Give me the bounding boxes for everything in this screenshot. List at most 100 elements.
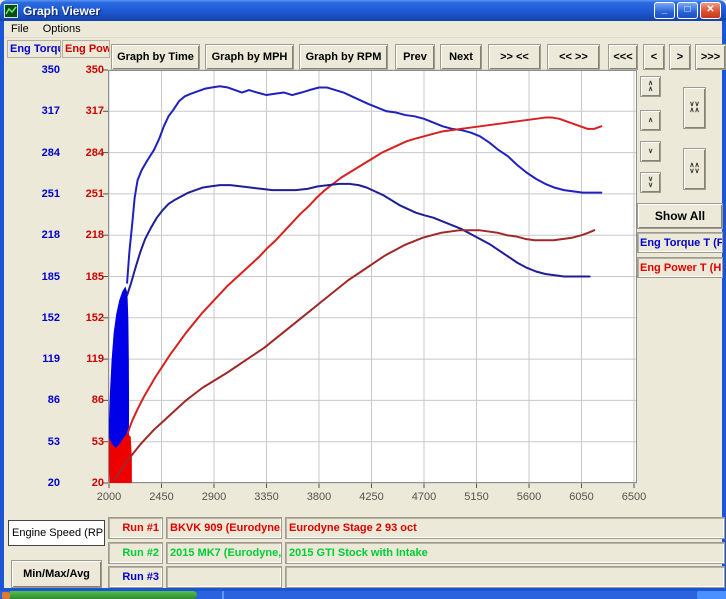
y-tick-torque: 86 bbox=[47, 394, 60, 407]
btn-button[interactable]: < bbox=[643, 44, 665, 70]
y-tick-power: 86 bbox=[91, 394, 104, 407]
chevron-icon: ∧∧ bbox=[689, 107, 700, 114]
legend-power: Eng Power T (HP) bbox=[637, 257, 723, 278]
x-tick: 6050 bbox=[569, 491, 594, 503]
taskbar-orange-fragment bbox=[2, 592, 10, 599]
y-tick-power: 350 bbox=[85, 64, 104, 76]
y-tick-torque: 53 bbox=[47, 435, 60, 448]
y-tick-power: 185 bbox=[85, 270, 104, 283]
x-axis-source-field[interactable]: Engine Speed (RPI bbox=[8, 520, 105, 546]
graph-by-mph-button[interactable]: Graph by MPH bbox=[205, 44, 294, 70]
chevron-icon: ∨ bbox=[647, 181, 654, 189]
y-tick-torque: 218 bbox=[41, 229, 60, 242]
launch-noise-power bbox=[109, 432, 132, 483]
x-tick: 5150 bbox=[464, 491, 489, 503]
curve-run-1-eng-power-hp bbox=[126, 116, 603, 434]
y-tick-torque: 317 bbox=[41, 105, 60, 118]
y-tick-power: 317 bbox=[85, 105, 104, 118]
taskbar-right-fragment bbox=[697, 591, 726, 599]
menu-options[interactable]: Options bbox=[42, 23, 81, 35]
y-tick-power: 53 bbox=[91, 435, 104, 448]
scroll-down-fast-button[interactable]: ∨ ∨ bbox=[640, 172, 661, 193]
y-tick-torque: 185 bbox=[41, 270, 60, 283]
menu-file[interactable]: File bbox=[11, 23, 29, 35]
y-tick-torque: 152 bbox=[41, 311, 60, 324]
launch-noise-torque bbox=[109, 286, 130, 467]
scroll-down-button[interactable]: ∨ bbox=[640, 141, 661, 162]
y-tick-power: 284 bbox=[85, 146, 104, 159]
btn-button[interactable]: >> << bbox=[488, 44, 541, 70]
scroll-up-button[interactable]: ∧ bbox=[640, 110, 661, 131]
taskbar-separator bbox=[222, 591, 224, 599]
curve-run-2-eng-torque-ft-lb bbox=[126, 182, 591, 297]
title-bar[interactable]: Graph Viewer _ □ ✕ bbox=[0, 0, 726, 21]
run-label-1: Run #1 bbox=[108, 517, 163, 539]
prev-button[interactable]: Prev bbox=[395, 44, 435, 70]
maximize-button[interactable]: □ bbox=[677, 2, 698, 19]
taskbar[interactable] bbox=[0, 591, 726, 599]
y-tick-power: 152 bbox=[85, 311, 104, 324]
x-tick: 6500 bbox=[621, 491, 647, 503]
y-tick-torque: 284 bbox=[41, 146, 60, 159]
run-description-2[interactable]: 2015 GTI Stock with Intake bbox=[285, 542, 725, 564]
x-tick: 4250 bbox=[359, 491, 384, 503]
y-tick-power: 119 bbox=[86, 353, 104, 366]
btn-button[interactable]: << >> bbox=[547, 44, 600, 70]
y-tick-power: 20 bbox=[91, 477, 104, 489]
btn-button[interactable]: > bbox=[669, 44, 691, 70]
x-tick: 4700 bbox=[411, 491, 437, 503]
plot-border bbox=[108, 70, 637, 483]
x-tick: 3800 bbox=[306, 491, 332, 503]
close-button[interactable]: ✕ bbox=[700, 2, 721, 19]
chevron-icon: ∧ bbox=[647, 85, 654, 93]
run-name-2[interactable]: 2015 MK7 (Eurodyne, E bbox=[166, 542, 282, 564]
window-title: Graph Viewer bbox=[23, 3, 101, 18]
x-tick: 2450 bbox=[149, 491, 174, 503]
btn-button[interactable]: >>> bbox=[695, 44, 726, 70]
chevron-icon: ∨ bbox=[647, 175, 654, 183]
axis-tab-eng-torqu[interactable]: Eng Torqu bbox=[7, 40, 61, 58]
y-tick-power: 218 bbox=[85, 229, 104, 242]
legend-torque: Eng Torque T (Ft-l bbox=[637, 232, 723, 253]
y-tick-power: 251 bbox=[85, 187, 104, 200]
chevron-icon: ∨∨ bbox=[689, 168, 700, 175]
start-button-fragment[interactable] bbox=[10, 591, 197, 599]
x-tick: 2900 bbox=[201, 491, 227, 503]
min-max-avg-button[interactable]: Min/Max/Avg bbox=[11, 560, 102, 588]
run-name-3[interactable] bbox=[166, 566, 282, 588]
run-description-1[interactable]: Eurodyne Stage 2 93 oct bbox=[285, 517, 725, 539]
run-name-1[interactable]: BKVK 909 (Eurodyne, I bbox=[166, 517, 282, 539]
run-description-3[interactable] bbox=[285, 566, 725, 588]
curve-run-1-eng-torque-ft-lb bbox=[126, 85, 603, 284]
graph-by-time-button[interactable]: Graph by Time bbox=[111, 44, 200, 70]
zoom-in-vertical-button[interactable]: ∨∨ ∧∧ bbox=[683, 87, 706, 129]
run-label-3: Run #3 bbox=[108, 566, 163, 588]
minimize-button[interactable]: _ bbox=[654, 2, 675, 19]
run-label-2: Run #2 bbox=[108, 542, 163, 564]
x-tick: 2000 bbox=[96, 491, 122, 503]
curve-run-2-eng-power-hp bbox=[112, 229, 596, 482]
btn-button[interactable]: <<< bbox=[608, 44, 638, 70]
dyno-chart[interactable] bbox=[103, 69, 637, 488]
chevron-icon: ∧ bbox=[647, 79, 654, 87]
window-controls: _ □ ✕ bbox=[654, 2, 721, 19]
chevron-icon: ∧∧ bbox=[689, 162, 700, 169]
graph-by-rpm-button[interactable]: Graph by RPM bbox=[299, 44, 388, 70]
x-tick: 5600 bbox=[516, 491, 542, 503]
chevron-icon: ∧ bbox=[647, 116, 654, 124]
y-tick-torque: 350 bbox=[41, 64, 60, 76]
menu-bar: File Options bbox=[4, 21, 722, 38]
zoom-out-vertical-button[interactable]: ∧∧ ∨∨ bbox=[683, 148, 706, 190]
next-button[interactable]: Next bbox=[440, 44, 482, 70]
axis-tab-eng-powe[interactable]: Eng Powe bbox=[62, 40, 110, 58]
y-tick-torque: 119 bbox=[42, 353, 60, 366]
show-all-button[interactable]: Show All bbox=[637, 203, 723, 229]
scroll-up-fast-button[interactable]: ∧ ∧ bbox=[640, 76, 661, 97]
chevron-icon: ∨∨ bbox=[689, 101, 700, 108]
chevron-icon: ∨ bbox=[647, 147, 654, 155]
y-tick-torque: 20 bbox=[47, 477, 60, 489]
x-tick: 3350 bbox=[254, 491, 279, 503]
y-tick-torque: 251 bbox=[41, 187, 60, 200]
